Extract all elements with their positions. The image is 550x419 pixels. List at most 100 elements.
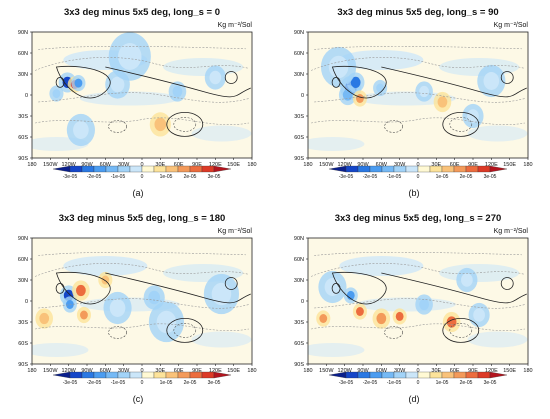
background-anomaly: [439, 264, 520, 282]
colorbar-label: 3e-05: [484, 380, 497, 386]
topography-contour: [38, 45, 246, 50]
anomaly-blob: [74, 78, 83, 88]
topography-contour: [310, 323, 525, 331]
anomaly-blob: [483, 72, 500, 90]
background-anomaly: [163, 58, 244, 76]
x-tick-label: 120E: [485, 162, 498, 168]
colorbar-swatch: [129, 165, 143, 173]
x-tick-label: 150E: [503, 368, 516, 374]
y-tick-label: 60N: [18, 257, 28, 263]
tharsis-contour: [331, 65, 387, 99]
x-tick-label: 0: [140, 162, 143, 168]
y-tick-label: 90S: [294, 156, 304, 162]
colorbar-swatch: [117, 371, 131, 379]
anomaly-blob: [172, 85, 183, 98]
background-anomaly: [63, 256, 148, 276]
elysium-contour: [224, 277, 238, 290]
x-tick-label: 60E: [450, 162, 460, 168]
anomaly-blob: [73, 121, 89, 139]
colorbar-label: 2e-05: [460, 380, 473, 386]
background-anomaly: [191, 125, 252, 142]
colorbar-swatch: [105, 165, 119, 173]
map-content: [308, 45, 528, 151]
anomaly-blob: [52, 89, 61, 99]
colorbar-swatch: [477, 165, 491, 173]
hellas-contour: [166, 112, 204, 137]
map-content: [32, 251, 252, 357]
x-tick-label: 0: [416, 162, 419, 168]
x-tick-label: 120W: [61, 162, 76, 168]
colorbar-swatch: [141, 165, 155, 173]
background-anomaly: [339, 50, 424, 70]
anomaly-blob: [376, 312, 387, 325]
colorbar: -3e-05 -2e-05 -1e-05 0 1e-05 2e-05 3e-05: [52, 371, 232, 386]
hellas-inner-contour: [173, 117, 197, 132]
panel-units: Kg m⁻²/Sol: [494, 228, 529, 235]
x-tick-label: 120W: [61, 368, 76, 374]
colorbar-swatch: [165, 165, 179, 173]
x-tick-label: 60W: [376, 368, 388, 374]
y-tick-label: 60S: [294, 341, 304, 347]
anomaly-blob: [148, 290, 161, 305]
background-anomaly: [191, 331, 252, 348]
anomaly-blob: [419, 298, 429, 311]
colorbar-swatch: [477, 371, 491, 379]
x-tick-label: 60W: [376, 162, 388, 168]
panel-label: (c): [133, 394, 144, 404]
colorbar-swatch: [465, 165, 479, 173]
dichotomy-contour: [105, 66, 251, 98]
x-tick-label: 60E: [174, 368, 184, 374]
y-tick-label: 30S: [18, 114, 28, 120]
colorbar-label: -3e-05: [339, 380, 354, 386]
anomaly-blob: [211, 282, 232, 306]
anomaly-blob: [209, 70, 222, 85]
background-anomaly: [355, 297, 456, 312]
hellas-contour: [166, 318, 204, 343]
colorbar-swatch: [177, 371, 191, 379]
elysium-contour: [500, 71, 514, 84]
colorbar-label: 2e-05: [184, 174, 197, 180]
x-tick-label: 60W: [100, 368, 112, 374]
x-tick-label: 30E: [431, 368, 441, 374]
x-tick-label: 150E: [227, 162, 240, 168]
hellas-contour: [442, 318, 480, 343]
anomaly-blob: [473, 308, 485, 322]
anomaly-blob: [342, 89, 353, 101]
colorbar-swatch: [81, 165, 95, 173]
topography-contour: [34, 263, 250, 277]
panel-units: Kg m⁻²/Sol: [218, 22, 253, 29]
map-content: [308, 251, 528, 357]
colorbar: -3e-05 -2e-05 -1e-05 0 1e-05 2e-05 3e-05: [328, 371, 508, 386]
anomaly-blob: [376, 83, 385, 93]
hellas-inner-contour: [449, 323, 473, 338]
x-tick-label: 30W: [394, 368, 406, 374]
x-tick-label: 120E: [485, 368, 498, 374]
background-anomaly: [79, 91, 180, 106]
colorbar-label: -2e-05: [363, 380, 378, 386]
olympus-contour: [55, 283, 65, 294]
x-tick-label: 120E: [209, 162, 222, 168]
anomaly-blob: [39, 312, 50, 325]
colorbar-label: 3e-05: [208, 174, 221, 180]
colorbar-swatch: [153, 165, 167, 173]
anomaly-blob: [437, 96, 448, 108]
argyre-contour: [384, 326, 403, 339]
colorbar: -3e-05 -2e-05 -1e-05 0 1e-05 2e-05 3e-05: [328, 165, 508, 180]
x-tick-label: 120W: [337, 368, 352, 374]
colorbar-label: -1e-05: [111, 174, 126, 180]
y-tick-label: 60S: [294, 135, 304, 141]
x-tick-label: 60E: [450, 368, 460, 374]
x-tick-label: 90E: [468, 368, 478, 374]
x-tick-label: 30W: [118, 162, 130, 168]
colorbar-swatch: [441, 165, 455, 173]
topography-contour: [38, 92, 250, 103]
anomaly-blob: [109, 299, 126, 317]
colorbar-swatch: [141, 371, 155, 379]
y-tick-label: 30N: [294, 278, 304, 284]
y-tick-label: 90N: [18, 236, 28, 242]
colorbar-swatch: [357, 371, 371, 379]
anomaly-blob: [356, 307, 364, 316]
x-tick-label: 150W: [43, 162, 58, 168]
